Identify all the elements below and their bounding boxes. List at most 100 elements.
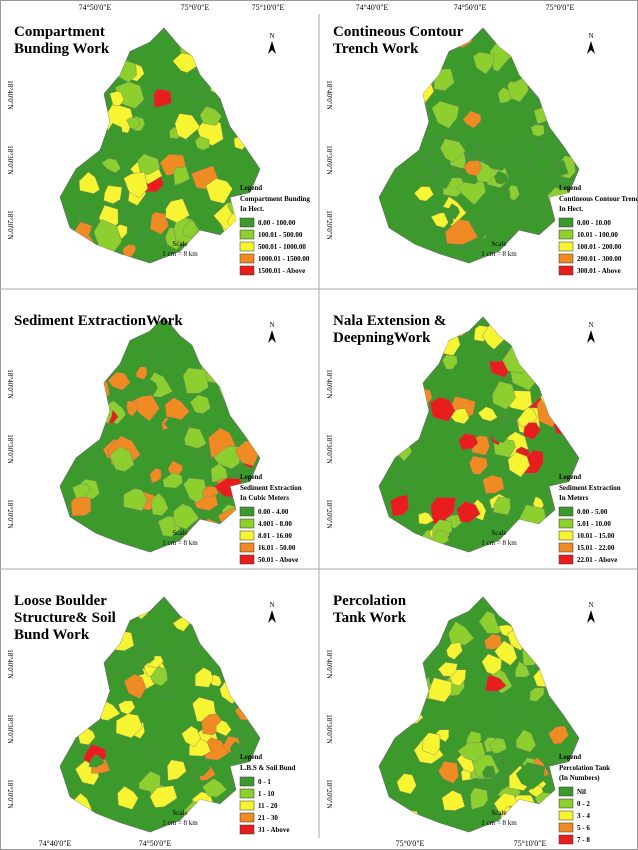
coord-label: 74°50'0"E (139, 839, 172, 848)
village (199, 105, 222, 126)
scale-text: 1 cm = 8 km (481, 250, 517, 258)
legend-subtitle: In Hect. (240, 205, 264, 213)
coord-label: 74°50'0"E (454, 3, 487, 12)
coord-label: 18°30'0"N (325, 714, 333, 743)
panel-title: Bund Work (14, 627, 90, 643)
scale-title: Scale (491, 809, 506, 817)
legend-label: 200.01 - 300.00 (577, 255, 622, 263)
village (481, 653, 502, 675)
legend-title: Legend (559, 184, 581, 192)
village (107, 123, 123, 142)
legend-swatch (239, 241, 255, 252)
village (123, 488, 148, 512)
scale-text: 1 cm = 8 km (481, 819, 517, 827)
legend-label: 300.01 - Above (577, 267, 621, 275)
village (231, 718, 253, 744)
legend-subtitle: Percolation Tank (559, 764, 610, 772)
legend-swatch (239, 554, 255, 565)
legend-swatch (239, 506, 255, 517)
village (172, 166, 191, 186)
village (150, 492, 169, 516)
village (390, 494, 409, 517)
scale-text: 1 cm = 8 km (162, 250, 198, 258)
legend-swatch (558, 542, 574, 553)
village (448, 621, 475, 646)
legend-label: 1500.01 - Above (258, 267, 305, 275)
north-arrow (587, 610, 595, 623)
legend-swatch (239, 812, 255, 823)
legend-swatch (558, 518, 574, 529)
village (145, 379, 158, 397)
north-label: N (269, 321, 274, 329)
legend-swatch (239, 776, 255, 787)
coord-label: 18°20'0"N (6, 210, 14, 239)
village (437, 661, 458, 677)
legend-label: 100.01 - 500.00 (258, 231, 303, 239)
legend-subtitle: Contineous Contour Trench (559, 195, 638, 203)
legend-swatch (239, 253, 255, 264)
north-label: N (588, 601, 593, 609)
village (229, 741, 245, 762)
village (442, 354, 458, 370)
legend-label: 3 - 4 (577, 812, 590, 820)
village (482, 765, 497, 779)
village (445, 219, 479, 245)
panel-title: Loose Boulder (14, 593, 107, 609)
village (472, 51, 494, 75)
village (123, 673, 147, 699)
coord-label: 18°30'0"N (325, 145, 333, 174)
panel-title: Compartment (14, 24, 105, 40)
legend-label: 5 - 6 (577, 824, 590, 832)
coord-label: 75°0'0"E (546, 3, 575, 12)
scale-title: Scale (172, 240, 187, 248)
panel-title: Contineous Contour (333, 24, 464, 40)
legend-swatch (239, 530, 255, 541)
village (138, 648, 155, 665)
village (441, 790, 466, 811)
village (101, 158, 121, 174)
legend-swatch (558, 798, 574, 809)
coord-label: 18°20'0"N (325, 210, 333, 239)
village (194, 136, 210, 151)
legend-label: 15.01 - 22.00 (577, 544, 615, 552)
village (397, 468, 420, 491)
panel-title: Tank Work (333, 610, 407, 626)
village (429, 396, 456, 422)
village (117, 785, 139, 810)
legend-swatch (239, 788, 255, 799)
panel-title: Sediment ExtractionWork (14, 313, 183, 329)
legend-label: 100.01 - 200.00 (577, 243, 622, 251)
village (109, 91, 125, 107)
village (477, 406, 498, 422)
village (412, 157, 435, 179)
village (430, 168, 452, 189)
village (181, 725, 201, 748)
panel-title: Structure& Soil (14, 610, 116, 626)
panel-title: Nala Extension & (333, 313, 446, 329)
north-label: N (588, 321, 593, 329)
legend-swatch (239, 824, 255, 835)
village (182, 367, 209, 394)
north-arrow (268, 610, 276, 623)
village (137, 153, 161, 175)
village (485, 674, 507, 692)
village (447, 203, 460, 220)
legend-label: 50.01 - Above (258, 556, 298, 564)
legend-label: 1 - 10 (258, 790, 275, 798)
village (458, 433, 479, 451)
village (215, 720, 232, 737)
village (173, 503, 200, 530)
legend-swatch (239, 800, 255, 811)
village (548, 725, 569, 745)
legend-label: 8.01 - 16.00 (258, 532, 292, 540)
village (131, 212, 153, 238)
village (414, 186, 434, 202)
village (499, 709, 514, 725)
village (530, 124, 545, 137)
legend-swatch (239, 518, 255, 529)
panel-title: DeepningWork (333, 330, 431, 346)
village (70, 493, 92, 517)
scale-text: 1 cm = 8 km (162, 539, 198, 547)
north-label: N (269, 32, 274, 40)
legend-swatch (558, 810, 574, 821)
